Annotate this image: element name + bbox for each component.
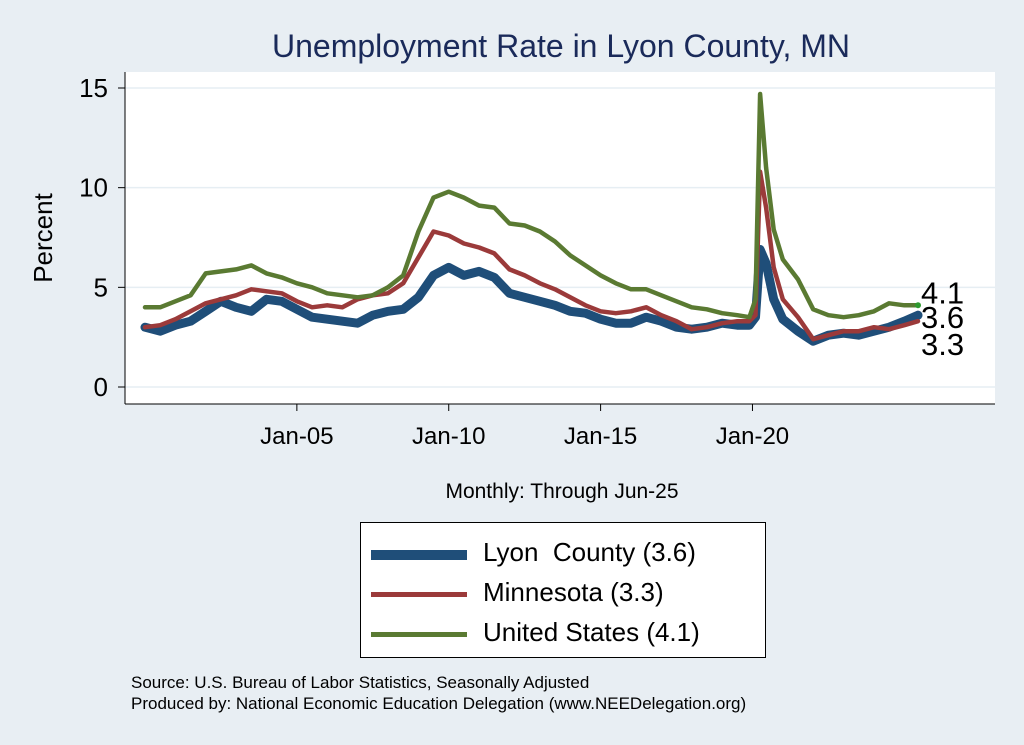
- x-tick-label-Jan-05: Jan-05: [260, 423, 333, 450]
- chart-title: Unemployment Rate in Lyon County, MN: [272, 28, 850, 64]
- end-label-us: 4.1: [921, 275, 964, 310]
- legend-label-us: United States (4.1): [483, 617, 700, 647]
- source-line: Source: U.S. Bureau of Labor Statistics,…: [131, 673, 590, 692]
- legend-label-minnesota: Minnesota (3.3): [483, 577, 664, 607]
- series-end-dot-us: [915, 302, 921, 309]
- legend-item-minnesota: Minnesota (3.3): [361, 575, 765, 615]
- y-axis-label: Percent: [28, 192, 58, 282]
- y-tick-label-10: 10: [79, 173, 108, 203]
- legend-swatch-us: [371, 632, 467, 637]
- axes: 0 5 10 15 Jan-05 Jan-10 Jan-15 Jan-20 3.63.3 4.1: [79, 72, 995, 450]
- end-label-lyon: 3.6: [921, 300, 964, 335]
- legend-swatch-minnesota: [371, 592, 467, 597]
- produced-line: Produced by: National Economic Education…: [131, 694, 747, 713]
- legend-item-us: United States (4.1): [361, 615, 765, 655]
- y-tick-label-15: 15: [79, 73, 108, 103]
- legend-item-lyon: Lyon County (3.6): [361, 535, 765, 575]
- y-tick-label-5: 5: [94, 272, 108, 302]
- x-tick-label-Jan-15: Jan-15: [564, 423, 637, 450]
- legend-swatch-lyon: [371, 550, 467, 560]
- legend-label-lyon: Lyon County (3.6): [483, 537, 696, 567]
- series-line-us: [142, 91, 921, 320]
- legend: Lyon County (3.6) Minnesota (3.3) United…: [360, 522, 766, 658]
- y-tick-label-0: 0: [94, 372, 108, 402]
- series-line-minnesota: [142, 169, 921, 342]
- end-label-minnesota: 3.3: [921, 327, 964, 362]
- series-line-lyon: [140, 245, 923, 346]
- series-group: [140, 91, 923, 346]
- x-tick-label-Jan-10: Jan-10: [412, 423, 485, 450]
- plot-area: [125, 72, 995, 404]
- source-note: Source: U.S. Bureau of Labor Statistics,…: [131, 672, 746, 714]
- x-tick-label-Jan-20: Jan-20: [716, 423, 789, 450]
- x-axis-label: Monthly: Through Jun-25: [445, 480, 679, 503]
- grid: [125, 87, 995, 388]
